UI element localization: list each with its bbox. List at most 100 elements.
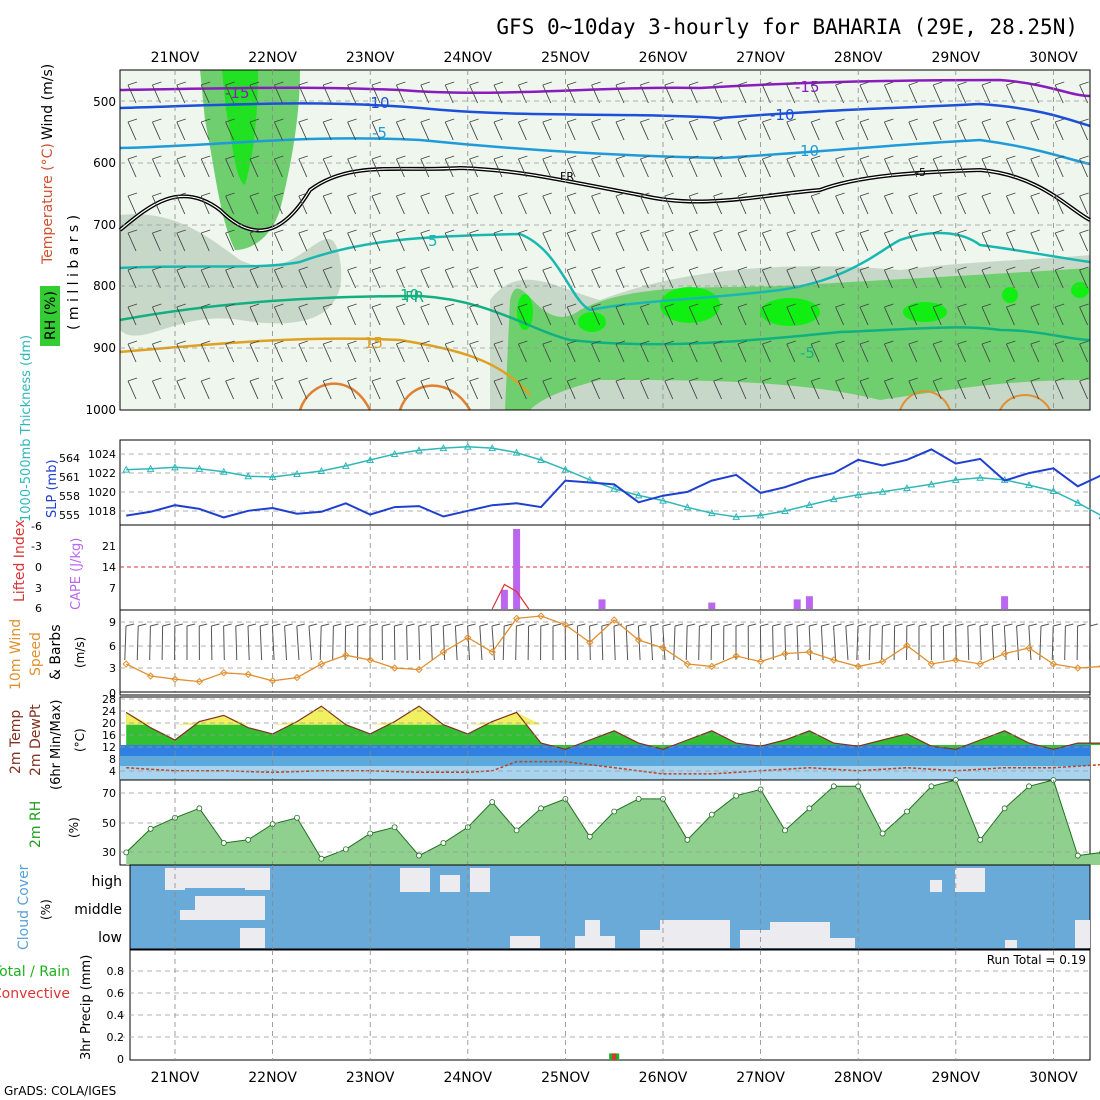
wind-barb (991, 625, 995, 661)
wind-barb (225, 340, 235, 363)
thickness-tick: 564 (59, 452, 80, 465)
wind-barb (454, 625, 458, 661)
wind-barb (1016, 623, 1025, 627)
ytick-800: 800 (93, 279, 116, 293)
wind-barb (223, 623, 232, 627)
wind-barb (249, 155, 260, 178)
wind-barb (713, 192, 723, 215)
wind-barb (540, 623, 549, 627)
wind-barb (247, 623, 257, 627)
dewpoint-line (126, 760, 1100, 775)
date-label: 24NOV (443, 1070, 492, 1086)
contour-label: -5 (372, 124, 387, 142)
wind-barb (469, 155, 479, 178)
wind-barb (151, 340, 162, 363)
wind-barb (127, 303, 138, 326)
wind-barb (737, 192, 748, 215)
wind-barb (420, 192, 430, 215)
wind-barb (626, 623, 635, 627)
precip-panel: Run Total = 0.19 0.8 0.6 0.4 0.2 0 Total… (0, 949, 1091, 1066)
rh-tick: 70 (102, 787, 116, 800)
contour-label: -10 (770, 106, 795, 124)
date-label: 29NOV (931, 50, 980, 66)
rh-point (1001, 805, 1008, 812)
wind-barb (395, 81, 406, 104)
wind-axis-label: Wind (m/s) (40, 64, 56, 140)
wind-barb (957, 266, 967, 289)
thickness-point (707, 509, 716, 517)
wind-barb (688, 266, 699, 289)
wind-barb (835, 266, 845, 289)
cape-bar (793, 599, 801, 609)
wind-barb (713, 118, 723, 141)
wind-axis-label-3: & Barbs (48, 625, 64, 681)
wind-barb (491, 623, 501, 627)
wind-barb (639, 192, 650, 215)
wind-barb (162, 623, 171, 627)
wind-barb (687, 623, 696, 627)
wind-barb (591, 118, 601, 141)
wind-point (1049, 660, 1058, 668)
wind-barb (322, 266, 333, 289)
cloud-level-middle: middle (74, 902, 122, 918)
wind-barb (786, 155, 796, 178)
wind-barb (517, 377, 528, 400)
wind-barb (601, 623, 610, 627)
wind-point (268, 677, 277, 685)
wind-barb (662, 625, 666, 661)
li-tick: 0 (35, 561, 42, 574)
wind-barb (469, 266, 479, 289)
wind-barb (613, 625, 616, 661)
wind-barb (298, 118, 308, 141)
ytick-600: 600 (93, 156, 116, 170)
wind-barb (967, 623, 976, 627)
rh-point (147, 825, 154, 832)
precip-tick: 0 (117, 1053, 124, 1066)
wind-axis-label-1: 10m Wind (8, 619, 24, 690)
wind-barb (883, 229, 894, 252)
wind-point (537, 612, 545, 620)
rh-point (611, 808, 618, 815)
wind-barb (688, 303, 699, 326)
wind-barb (284, 625, 288, 661)
wind-barb (444, 192, 455, 215)
wind-barb (859, 229, 870, 252)
rh-point (586, 833, 593, 840)
wind-barb (688, 229, 699, 252)
wind-barb (517, 303, 528, 326)
wind-barb (761, 81, 772, 104)
li-tick: -6 (31, 520, 42, 533)
wind-barb (469, 81, 479, 104)
wind-barb (784, 623, 793, 627)
wind-barb (883, 266, 894, 289)
wind-barb (932, 192, 943, 215)
wind-barb (273, 340, 284, 363)
wind-barb (566, 81, 577, 104)
rh-point (294, 814, 300, 821)
wind-barb (1079, 155, 1089, 178)
wind-barb (883, 340, 894, 363)
wind-barb (845, 623, 854, 627)
wind-barb (298, 229, 308, 252)
thickness-point (171, 463, 179, 471)
thickness-axis-label: 1000-500mb Thickness (dm) (19, 335, 34, 522)
wind-barb (1079, 377, 1089, 400)
wind-barb (517, 340, 528, 363)
temperature-axis-label: Temperature (°C) (40, 143, 56, 265)
wind-barb (199, 623, 208, 627)
wind-point (390, 664, 399, 672)
wind-point (732, 652, 740, 660)
wind-barb (225, 118, 235, 141)
wind-barb (674, 623, 684, 627)
ytick-900: 900 (93, 341, 116, 355)
wind-barb (395, 340, 406, 363)
wind-barb (443, 623, 452, 627)
wind-barb (151, 229, 162, 252)
wind-barb (319, 625, 322, 661)
thickness-point (805, 500, 814, 509)
wind-barb (124, 625, 127, 661)
wind-barb (820, 625, 824, 661)
wind-barb (298, 377, 308, 400)
wind-barb (371, 118, 382, 141)
wind-barb (493, 340, 504, 363)
